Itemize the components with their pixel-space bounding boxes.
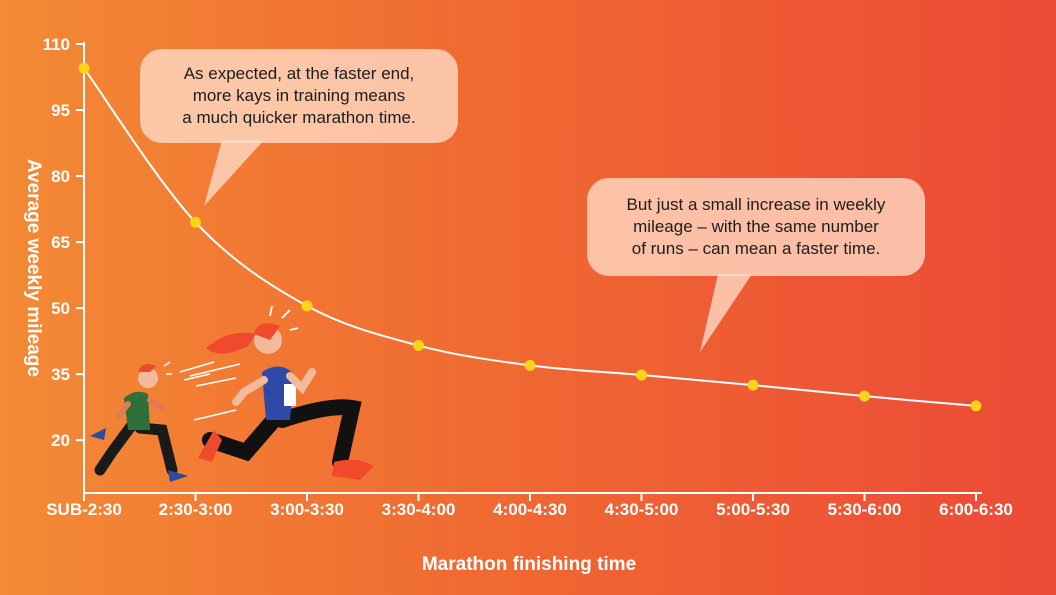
bubble-tail bbox=[700, 274, 752, 352]
annotation-line: But just a small increase in weekly bbox=[626, 195, 886, 214]
y-tick-label: 110 bbox=[43, 35, 70, 54]
axes bbox=[83, 42, 982, 494]
y-tick-label: 95 bbox=[51, 101, 70, 120]
data-point bbox=[636, 369, 647, 381]
woman-runner-icon bbox=[189, 305, 374, 480]
x-tick-label: SUB-2:30 bbox=[46, 500, 122, 519]
annotation-line: mileage – with the same number bbox=[633, 217, 879, 236]
x-tick-label: 5:30-6:00 bbox=[828, 500, 902, 519]
x-tick-label: 5:00-5:30 bbox=[716, 500, 790, 519]
annotation-bubble: As expected, at the faster end, more kay… bbox=[140, 49, 458, 143]
y-tick-label: 50 bbox=[51, 299, 70, 318]
x-tick-label: 4:00-4:30 bbox=[493, 500, 567, 519]
y-tick-label: 20 bbox=[51, 431, 70, 450]
data-point bbox=[747, 379, 759, 391]
boy-runner-icon bbox=[90, 361, 215, 482]
annotation-bubble: But just a small increase in weekly mile… bbox=[587, 178, 925, 276]
data-point bbox=[190, 216, 201, 228]
y-axis-title: Average weekly mileage bbox=[23, 159, 44, 377]
data-point bbox=[524, 359, 536, 371]
data-point bbox=[301, 300, 313, 312]
y-tick-label: 80 bbox=[51, 167, 70, 186]
data-point bbox=[970, 400, 982, 412]
x-axis-title: Marathon finishing time bbox=[422, 554, 636, 575]
y-ticks: 20 35 50 65 80 95 110 bbox=[43, 35, 84, 450]
x-tick-label: 3:00-3:30 bbox=[270, 500, 344, 519]
x-tick-label: 4:30-5:00 bbox=[605, 500, 679, 519]
annotation-line: more kays in training means bbox=[192, 86, 406, 105]
y-tick-label: 35 bbox=[51, 365, 70, 384]
series-line bbox=[83, 67, 977, 407]
annotation-line: As expected, at the faster end, bbox=[183, 64, 415, 83]
data-points bbox=[78, 62, 982, 412]
data-point bbox=[859, 390, 870, 402]
data-point bbox=[78, 62, 90, 74]
annotation-line: a much quicker marathon time. bbox=[182, 108, 416, 127]
bubble-tail bbox=[204, 140, 264, 206]
x-tick-label: 6:00-6:30 bbox=[939, 500, 1013, 519]
annotation-line: of runs – can mean a faster time. bbox=[631, 239, 881, 258]
x-ticks: SUB-2:30 2:30-3:00 3:00-3:30 3:30-4:00 4:00-… bbox=[46, 493, 1013, 519]
x-tick-label: 2:30-3:00 bbox=[159, 500, 233, 519]
data-point bbox=[413, 340, 424, 352]
y-tick-label: 65 bbox=[51, 233, 70, 252]
runners-illustration bbox=[90, 305, 374, 482]
x-tick-label: 3:30-4:00 bbox=[382, 500, 456, 519]
